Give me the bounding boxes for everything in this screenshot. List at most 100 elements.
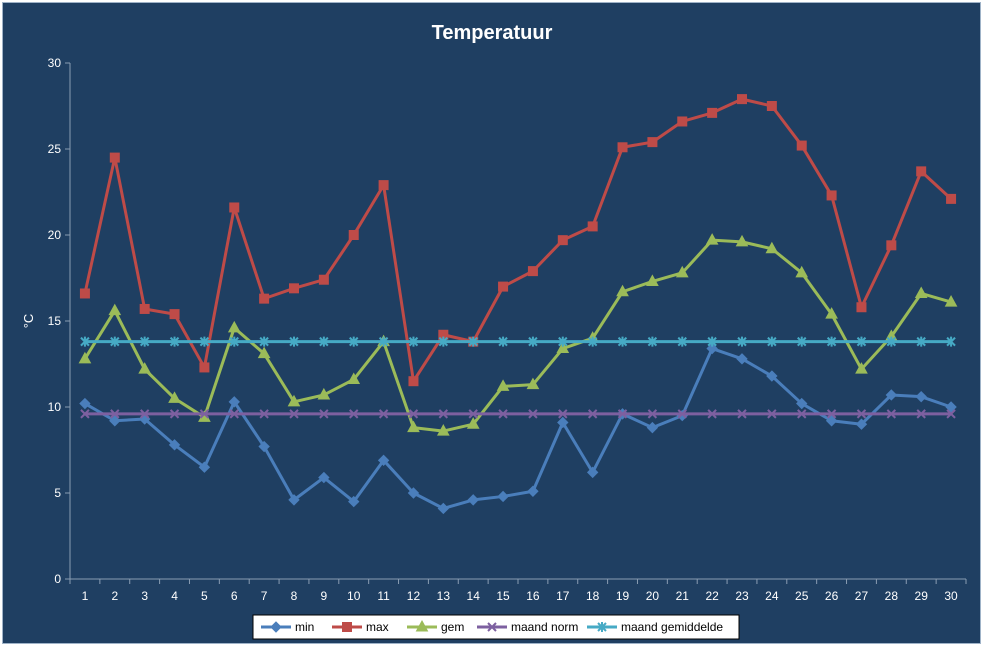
data-point	[467, 494, 479, 506]
data-point	[796, 140, 807, 151]
data-point	[466, 417, 480, 429]
y-axis-label: °C	[21, 314, 36, 329]
data-point	[139, 303, 150, 314]
data-point	[617, 336, 628, 347]
data-point	[319, 409, 329, 419]
x-tick-label: 8	[291, 589, 298, 603]
data-point	[378, 409, 389, 419]
data-point	[707, 107, 718, 118]
series-layer	[78, 94, 958, 515]
data-point	[826, 190, 837, 201]
data-point	[765, 241, 779, 254]
data-point	[856, 336, 867, 347]
series-line	[84, 347, 952, 510]
data-point	[347, 372, 361, 384]
data-point	[527, 266, 538, 277]
data-point	[617, 409, 628, 419]
data-point	[259, 409, 269, 419]
data-point	[377, 454, 390, 467]
legend-item: maand norm	[477, 620, 578, 634]
data-point	[855, 418, 868, 430]
y-tick-label: 0	[54, 572, 61, 586]
data-point	[526, 377, 540, 390]
legend-marker	[270, 621, 282, 633]
data-point	[767, 336, 777, 347]
data-point	[735, 234, 749, 247]
data-point	[885, 389, 898, 401]
data-point	[647, 137, 658, 148]
data-point	[78, 351, 92, 364]
data-point	[886, 240, 897, 251]
data-point	[617, 142, 628, 153]
x-tick-label: 27	[855, 589, 869, 603]
data-point	[168, 439, 181, 451]
data-point	[198, 461, 211, 473]
x-tick-label: 23	[735, 589, 749, 603]
data-point	[378, 336, 389, 347]
data-point	[646, 421, 659, 434]
data-point	[287, 394, 301, 407]
x-tick-label: 11	[377, 589, 390, 603]
x-tick-label: 12	[407, 589, 421, 603]
data-point	[946, 193, 957, 204]
chart-title: Temperatuur	[432, 22, 553, 44]
data-point	[558, 409, 568, 419]
x-tick-label: 24	[765, 589, 779, 603]
x-tick-label: 9	[321, 589, 328, 603]
data-point	[706, 342, 718, 355]
data-point	[825, 307, 838, 319]
data-point	[826, 409, 837, 419]
data-point	[496, 379, 510, 391]
x-tick-label: 3	[141, 589, 148, 603]
data-point	[557, 235, 568, 246]
data-point	[944, 295, 958, 307]
data-point	[647, 409, 658, 419]
legend: min max gem maand norm maand gemiddelde	[252, 614, 740, 640]
data-point	[139, 336, 150, 347]
data-point	[317, 387, 331, 400]
data-point	[886, 336, 897, 347]
data-point	[348, 495, 360, 508]
data-point	[227, 320, 241, 333]
data-point	[616, 284, 629, 297]
legend-label: maand norm	[511, 620, 578, 634]
data-point	[914, 286, 928, 298]
data-point	[79, 397, 91, 410]
data-point	[737, 94, 747, 105]
data-point	[675, 265, 689, 278]
series-line	[83, 97, 953, 383]
data-point	[407, 420, 420, 433]
data-point	[110, 336, 120, 347]
legend-item: maand gemiddelde	[587, 620, 723, 634]
x-tick-label: 26	[825, 589, 839, 603]
series-maand-gemiddelde	[80, 336, 956, 347]
data-point	[826, 336, 837, 347]
legend-marker	[415, 619, 429, 632]
y-tick-label: 25	[48, 142, 62, 156]
data-point	[109, 152, 120, 163]
data-point	[766, 101, 777, 111]
data-point	[767, 409, 777, 419]
data-point	[587, 409, 598, 419]
data-point	[587, 336, 598, 347]
data-point	[169, 409, 180, 419]
data-point	[528, 409, 538, 419]
legend-label: max	[366, 620, 389, 634]
data-point	[318, 471, 330, 484]
legend-item: min	[261, 620, 314, 634]
data-point	[586, 466, 599, 479]
x-tick-label: 19	[616, 589, 630, 603]
data-point	[438, 409, 449, 419]
data-point	[378, 180, 389, 191]
data-point	[408, 409, 419, 419]
y-tick-label: 5	[54, 486, 61, 500]
y-tick-label: 30	[48, 56, 62, 70]
x-tick-label: 20	[646, 589, 660, 603]
data-point	[677, 409, 687, 419]
data-point	[705, 233, 719, 245]
data-point	[199, 409, 210, 419]
data-point	[108, 303, 122, 316]
